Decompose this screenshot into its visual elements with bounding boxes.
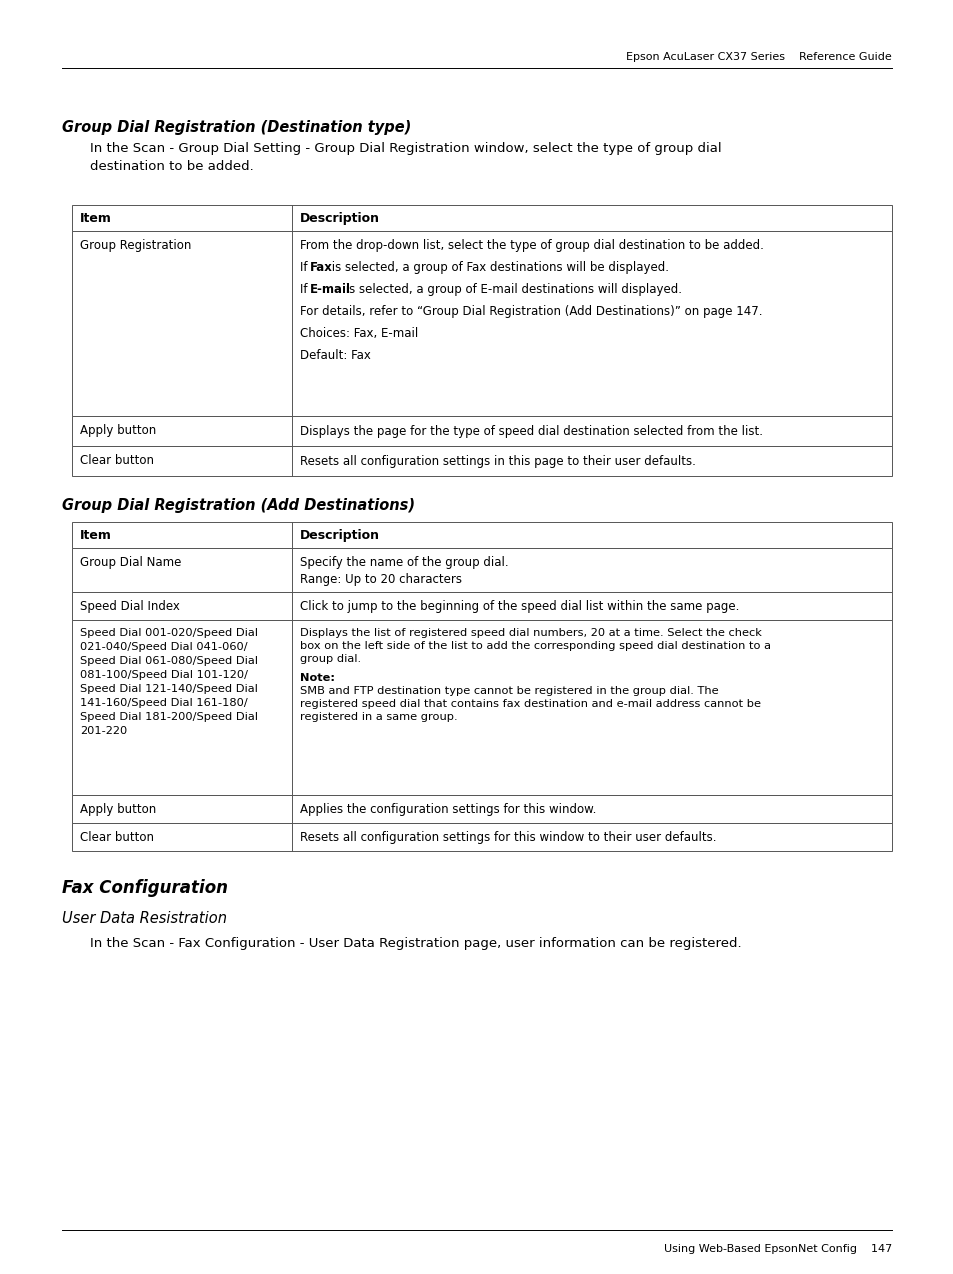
Text: Default: Fax: Default: Fax [299, 349, 371, 362]
Text: Clear button: Clear button [80, 454, 153, 468]
Text: Fax: Fax [310, 261, 333, 274]
Bar [71, 592, 891, 620]
Bar [71, 795, 891, 823]
Text: Speed Dial 121-140/Speed Dial: Speed Dial 121-140/Speed Dial [80, 684, 257, 694]
Text: Epson AcuLaser CX37 Series    Reference Guide: Epson AcuLaser CX37 Series Reference Gui… [625, 52, 891, 62]
Text: 201-220: 201-220 [80, 726, 127, 736]
Text: If: If [299, 261, 311, 274]
Text: is selected, a group of Fax destinations will be displayed.: is selected, a group of Fax destinations… [328, 261, 668, 274]
Text: Choices: Fax, E-mail: Choices: Fax, E-mail [299, 327, 417, 340]
Text: box on the left side of the list to add the corresponding speed dial destination: box on the left side of the list to add … [299, 641, 770, 651]
Text: Using Web-Based EpsonNet Config    147: Using Web-Based EpsonNet Config 147 [663, 1243, 891, 1254]
Text: In the Scan - Fax Configuration - User Data Registration page, user information : In the Scan - Fax Configuration - User D… [90, 936, 740, 950]
Text: Item: Item [80, 211, 112, 225]
Bar [71, 548, 891, 592]
Text: Speed Dial 001-020/Speed Dial: Speed Dial 001-020/Speed Dial [80, 628, 257, 638]
Text: If: If [299, 283, 311, 296]
Text: registered in a same group.: registered in a same group. [299, 712, 457, 722]
Text: In the Scan - Group Dial Setting - Group Dial Registration window, select the ty: In the Scan - Group Dial Setting - Group… [90, 141, 720, 155]
Text: Displays the page for the type of speed dial destination selected from the list.: Displays the page for the type of speed … [299, 426, 762, 438]
Text: User Data Resistration: User Data Resistration [62, 911, 227, 926]
Text: Resets all configuration settings for this window to their user defaults.: Resets all configuration settings for th… [299, 831, 716, 843]
Text: destination to be added.: destination to be added. [90, 161, 253, 173]
Text: Group Dial Registration (Add Destinations): Group Dial Registration (Add Destination… [62, 498, 415, 513]
Text: SMB and FTP destination type cannot be registered in the group dial. The: SMB and FTP destination type cannot be r… [299, 685, 718, 696]
Bar [71, 417, 891, 446]
Text: E-mail: E-mail [310, 283, 351, 296]
Text: 081-100/Speed Dial 101-120/: 081-100/Speed Dial 101-120/ [80, 670, 248, 680]
Text: registered speed dial that contains fax destination and e-mail address cannot be: registered speed dial that contains fax … [299, 699, 760, 710]
Bar [71, 205, 891, 231]
Bar [71, 522, 891, 548]
Text: Apply button: Apply button [80, 424, 156, 437]
Text: Displays the list of registered speed dial numbers, 20 at a time. Select the che: Displays the list of registered speed di… [299, 628, 761, 638]
Bar [71, 620, 891, 795]
Text: Group Dial Name: Group Dial Name [80, 555, 181, 569]
Bar [71, 231, 891, 417]
Text: Group Registration: Group Registration [80, 240, 192, 252]
Text: Note:: Note: [299, 673, 335, 683]
Text: Clear button: Clear button [80, 831, 153, 843]
Text: Speed Dial 061-080/Speed Dial: Speed Dial 061-080/Speed Dial [80, 656, 257, 666]
Text: Click to jump to the beginning of the speed dial list within the same page.: Click to jump to the beginning of the sp… [299, 600, 739, 613]
Text: Item: Item [80, 529, 112, 541]
Text: Description: Description [299, 529, 379, 541]
Text: is selected, a group of E-mail destinations will displayed.: is selected, a group of E-mail destinati… [341, 283, 681, 296]
Text: group dial.: group dial. [299, 654, 361, 664]
Text: Specify the name of the group dial.: Specify the name of the group dial. [299, 555, 508, 569]
Text: Range: Up to 20 characters: Range: Up to 20 characters [299, 573, 461, 586]
Text: For details, refer to “Group Dial Registration (Add Destinations)” on page 147.: For details, refer to “Group Dial Regist… [299, 304, 761, 318]
Text: Applies the configuration settings for this window.: Applies the configuration settings for t… [299, 803, 596, 817]
Text: Speed Dial Index: Speed Dial Index [80, 600, 180, 613]
Bar [71, 446, 891, 476]
Text: Description: Description [299, 211, 379, 225]
Text: Apply button: Apply button [80, 803, 156, 817]
Text: Speed Dial 181-200/Speed Dial: Speed Dial 181-200/Speed Dial [80, 712, 257, 722]
Text: 141-160/Speed Dial 161-180/: 141-160/Speed Dial 161-180/ [80, 698, 248, 708]
Text: Resets all configuration settings in this page to their user defaults.: Resets all configuration settings in thi… [299, 455, 695, 468]
Text: Fax Configuration: Fax Configuration [62, 879, 228, 897]
Bar [71, 823, 891, 851]
Text: 021-040/Speed Dial 041-060/: 021-040/Speed Dial 041-060/ [80, 642, 248, 652]
Text: Group Dial Registration (Destination type): Group Dial Registration (Destination typ… [62, 120, 411, 135]
Text: From the drop-down list, select the type of group dial destination to be added.: From the drop-down list, select the type… [299, 240, 763, 252]
